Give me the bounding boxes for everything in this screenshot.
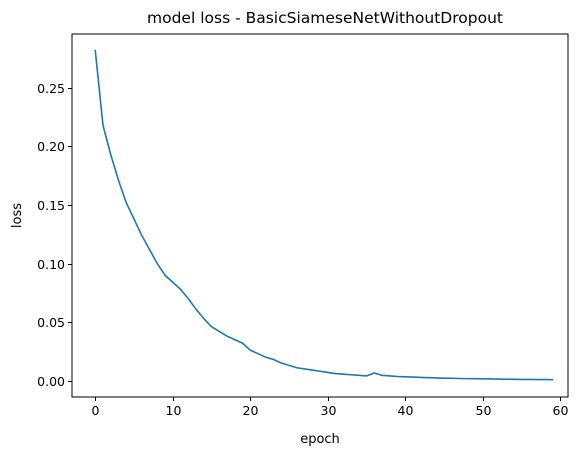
y-tick-label: 0.00 [37,374,65,389]
ticks-layer: 0 10 20 30 40 50 60 0.00 0.05 0.10 0.15 0.20 0.25 [37,81,568,418]
x-tick-label: 30 [321,403,337,418]
x-tick-label: 60 [553,403,569,418]
y-tick-label: 0.20 [37,139,65,154]
y-tick-label: 0.25 [37,81,65,96]
series-line-loss [94,49,554,381]
chart-title: model loss - BasicSiameseNetWithoutDropo… [147,9,503,27]
y-tick-label: 0.15 [37,198,65,213]
plot-area: 0 10 20 30 40 50 60 0.00 0.05 0.10 0.15 0.20 0.25 [37,33,569,418]
x-tick-label: 50 [476,403,492,418]
x-axis-label: epoch [300,432,340,447]
y-tick-label: 0.05 [37,315,65,330]
x-tick-label: 20 [243,403,259,418]
x-tick-label: 40 [398,403,414,418]
x-tick-label: 10 [166,403,182,418]
x-tick-label: 0 [92,403,100,418]
series-layer [94,49,554,381]
y-tick-label: 0.10 [37,257,65,272]
axes-frame [71,33,569,398]
y-axis-label: loss [10,203,25,228]
